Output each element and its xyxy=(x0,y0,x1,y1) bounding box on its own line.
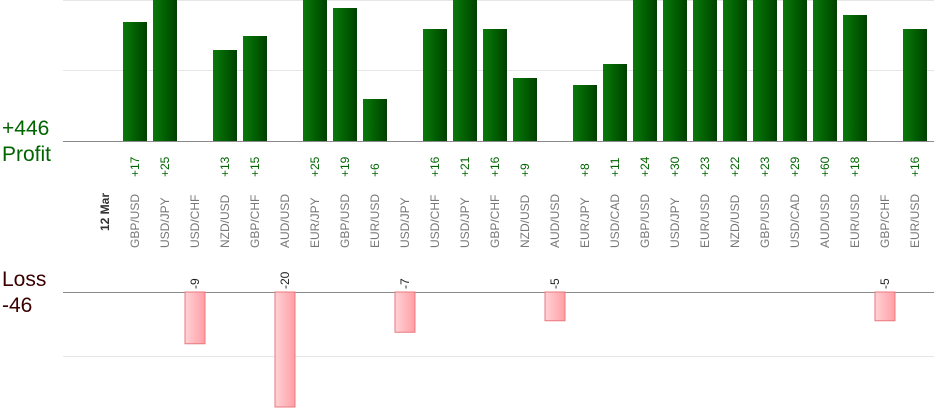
profit-value-label: +9 xyxy=(518,163,532,177)
profit-bar xyxy=(753,0,777,141)
category-label: GBP/USD xyxy=(338,194,352,248)
profit-value-label: +60 xyxy=(818,156,832,177)
category-label: EUR/USD xyxy=(848,194,862,248)
profit-bar xyxy=(423,29,447,141)
loss-value-label: -20 xyxy=(278,271,292,289)
profit-bar xyxy=(693,0,717,141)
profit-label: Profit xyxy=(2,143,52,166)
profit-bar xyxy=(903,29,927,141)
category-label: GBP/USD xyxy=(128,194,142,248)
profit-bar xyxy=(843,15,867,141)
profit-value-label: +15 xyxy=(248,156,262,177)
category-label: GBP/USD xyxy=(638,194,652,248)
category-label: USD/JPY xyxy=(158,197,172,248)
profit-bar xyxy=(453,0,477,141)
loss-value-label: -5 xyxy=(878,278,892,289)
category-label: EUR/JPY xyxy=(578,197,592,248)
profit-bar xyxy=(603,64,627,141)
category-label: GBP/CHF xyxy=(248,195,262,248)
profit-value-label: +16 xyxy=(488,156,502,177)
loss-value-label: -9 xyxy=(188,278,202,289)
category-label: EUR/JPY xyxy=(308,197,322,248)
category-label: USD/JPY xyxy=(398,197,412,248)
category-label: GBP/CHF xyxy=(488,195,502,248)
profit-value-label: +11 xyxy=(608,157,622,177)
profit-bar xyxy=(513,78,537,141)
category-label: AUD/USD xyxy=(818,194,832,248)
profit-bar xyxy=(123,22,147,141)
loss-bar xyxy=(274,291,296,408)
category-label: USD/CAD xyxy=(788,194,802,248)
profit-value-label: +17 xyxy=(128,156,142,177)
profit-bar xyxy=(483,29,507,141)
profit-value-label: +16 xyxy=(908,156,922,177)
profit-bar xyxy=(813,0,837,141)
category-label: NZD/USD xyxy=(218,194,232,248)
category-label: EUR/USD xyxy=(908,194,922,248)
category-label: USD/CHF xyxy=(188,195,202,248)
loss-bar xyxy=(544,291,566,322)
profit-value-label: +13 xyxy=(218,156,232,177)
profit-bar xyxy=(333,8,357,141)
category-label: USD/CAD xyxy=(608,194,622,248)
loss-bar xyxy=(874,291,896,322)
loss-total: -46 xyxy=(2,294,33,317)
profit-bar xyxy=(723,0,747,141)
loss-bar xyxy=(394,291,416,333)
profit-value-label: +25 xyxy=(158,156,172,177)
profit-bar xyxy=(213,50,237,141)
category-label: NZD/USD xyxy=(518,194,532,248)
profit-bar xyxy=(243,36,267,141)
category-label: USD/CHF xyxy=(428,195,442,248)
category-label: USD/JPY xyxy=(668,197,682,248)
profit-bar xyxy=(573,85,597,141)
profit-value-label: +16 xyxy=(428,156,442,177)
profit-bar xyxy=(663,0,687,141)
loss-label: Loss xyxy=(2,268,47,291)
loss-value-label: -5 xyxy=(548,278,562,289)
profit-value-label: +8 xyxy=(578,163,592,177)
profit-value-label: +25 xyxy=(308,156,322,177)
profit-value-label: +23 xyxy=(698,156,712,177)
profit-value-label: +22 xyxy=(728,156,742,177)
profit-value-label: +30 xyxy=(668,156,682,177)
category-label: AUD/USD xyxy=(548,194,562,248)
category-label: GBP/CHF xyxy=(878,195,892,248)
profit-total: +446 xyxy=(2,117,50,140)
category-label: USD/JPY xyxy=(458,197,472,248)
profit-bar xyxy=(783,0,807,141)
profit-bar xyxy=(633,0,657,141)
profit-bar xyxy=(153,0,177,141)
loss-value-label: -7 xyxy=(398,278,412,289)
date-label: 12 Mar xyxy=(98,193,112,231)
profit-value-label: +24 xyxy=(638,156,652,177)
profit-value-label: +21 xyxy=(458,156,472,177)
category-label: AUD/USD xyxy=(278,194,292,248)
profit-value-label: +29 xyxy=(788,156,802,177)
profit-bar xyxy=(363,99,387,141)
profit-value-label: +19 xyxy=(338,156,352,177)
loss-bar xyxy=(184,291,206,345)
category-label: NZD/USD xyxy=(728,194,742,248)
profit-value-label: +23 xyxy=(758,156,772,177)
category-label: GBP/USD xyxy=(758,194,772,248)
profit-value-label: +18 xyxy=(848,156,862,177)
profit-value-label: +6 xyxy=(368,163,382,177)
category-label: EUR/USD xyxy=(698,194,712,248)
category-label: EUR/USD xyxy=(368,194,382,248)
profit-bar xyxy=(303,0,327,141)
